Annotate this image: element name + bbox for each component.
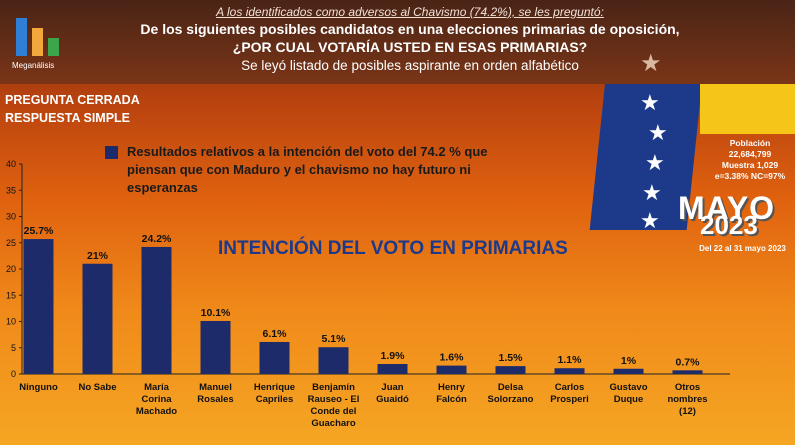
bar <box>259 341 290 374</box>
study-info: Población 22,684,799 Muestra 1,029 e=3.3… <box>706 138 794 182</box>
x-tick-label: Guaidó <box>376 394 409 405</box>
flag-star-icon: ★ <box>645 150 665 175</box>
data-label: 24.2% <box>142 233 172 245</box>
x-tick-label: Juan <box>381 382 403 393</box>
question-type-line1: PREGUNTA CERRADA <box>5 93 140 107</box>
y-tick-label: 40 <box>6 159 16 169</box>
x-tick-label: Conde del <box>311 406 357 417</box>
bar <box>436 365 467 374</box>
x-tick-label: nombres <box>667 394 707 405</box>
data-label: 1.6% <box>440 352 465 364</box>
y-tick-label: 25 <box>6 238 16 248</box>
y-tick-label: 15 <box>6 290 16 300</box>
y-tick-label: 0 <box>11 369 16 379</box>
y-tick-label: 20 <box>6 264 16 274</box>
x-tick-label: Delsa <box>498 382 524 393</box>
population-label: Población <box>729 138 771 148</box>
bar <box>23 239 54 374</box>
year-title: 2023 <box>700 210 758 240</box>
bar <box>200 320 231 374</box>
x-tick-label: Otros <box>675 382 700 393</box>
month-title: MAYO <box>678 190 776 226</box>
x-tick-label: Falcón <box>436 394 467 405</box>
data-label: 21% <box>87 250 109 262</box>
x-tick-label: Prosperi <box>550 394 589 405</box>
brand-name: Meganálisis <box>12 61 55 70</box>
study-dates: Del 22 al 31 mayo 2023 <box>699 244 786 253</box>
x-tick-label: Manuel <box>199 382 232 393</box>
x-tick-label: Solorzano <box>488 394 534 405</box>
bar <box>554 368 585 374</box>
y-tick-label: 10 <box>6 317 16 327</box>
flag-star-icon: ★ <box>640 50 662 77</box>
legend-text: Resultados relativos a la intención del … <box>127 144 488 195</box>
population-value: 22,684,799 <box>728 149 772 159</box>
question-type-line2: RESPUESTA SIMPLE <box>5 111 131 125</box>
bar <box>141 246 172 374</box>
legend-swatch <box>105 146 118 159</box>
chart-title: INTENCIÓN DEL VOTO EN PRIMARIAS <box>218 238 568 259</box>
data-label: 1.1% <box>558 354 583 366</box>
bar <box>377 364 408 374</box>
x-tick-label: Machado <box>136 406 177 417</box>
x-tick-label: Rauseo - El <box>308 394 360 405</box>
header-question-line2: ¿POR CUAL VOTARÍA USTED EN ESAS PRIMARIA… <box>232 39 588 55</box>
x-tick-label: No Sabe <box>78 382 116 393</box>
x-tick-label: Capriles <box>256 394 294 405</box>
data-label: 5.1% <box>322 333 347 345</box>
data-label: 0.7% <box>676 356 701 368</box>
flag-yellow-stripe <box>700 84 795 134</box>
data-label: 1% <box>621 355 637 367</box>
header-intro: A los identificados como adversos al Cha… <box>216 5 604 19</box>
header-question-line1: De los siguientes posibles candidatos en… <box>140 21 680 37</box>
data-label: 25.7% <box>24 225 54 237</box>
sample-size: Muestra 1,029 <box>721 160 779 170</box>
x-tick-label: María <box>144 382 170 393</box>
x-tick-label: (12) <box>679 406 696 417</box>
data-label: 6.1% <box>263 328 288 340</box>
error-margin: e=3.38% NC=97% <box>714 171 786 181</box>
bar <box>672 370 703 374</box>
data-label: 1.5% <box>499 352 524 364</box>
logo-bar-green <box>48 38 59 56</box>
question-type-tag: PREGUNTA CERRADA RESPUESTA SIMPLE <box>5 91 140 127</box>
x-tick-label: Rosales <box>197 394 233 405</box>
data-label: 10.1% <box>201 307 231 319</box>
bar <box>318 347 349 374</box>
x-tick-label: Carlos <box>555 382 585 393</box>
flag-star-icon: ★ <box>648 120 668 145</box>
meganalisis-logo: Meganálisis <box>12 14 68 70</box>
x-tick-label: Guacharo <box>311 418 356 429</box>
x-tick-label: Ninguno <box>19 382 58 393</box>
bar <box>613 368 644 374</box>
y-tick-label: 35 <box>6 185 16 195</box>
bar <box>495 366 526 374</box>
x-tick-label: Benjamín <box>312 382 355 393</box>
header-bar: Meganálisis A los identificados como adv… <box>0 0 795 84</box>
x-tick-label: Corina <box>141 394 172 405</box>
logo-bar-orange <box>32 28 43 56</box>
flag-star-icon: ★ <box>640 208 660 233</box>
data-label: 1.9% <box>381 350 406 362</box>
x-tick-label: Henrique <box>254 382 295 393</box>
x-tick-label: Gustavo <box>609 382 647 393</box>
bar-chart: 0 5 10 15 20 25 30 35 40 25.7% Ninguno 21% No Sabe 24… <box>6 159 730 429</box>
flag-star-icon: ★ <box>642 180 662 205</box>
logo-bar-blue <box>16 18 27 56</box>
y-tick-label: 5 <box>11 343 16 353</box>
x-tick-label: Henry <box>438 382 466 393</box>
bar <box>82 263 113 374</box>
y-tick-label: 30 <box>6 212 16 222</box>
flag-star-icon: ★ <box>640 90 660 115</box>
header-note: Se leyó listado de posibles aspirante en… <box>241 58 579 73</box>
x-tick-label: Duque <box>614 394 644 405</box>
